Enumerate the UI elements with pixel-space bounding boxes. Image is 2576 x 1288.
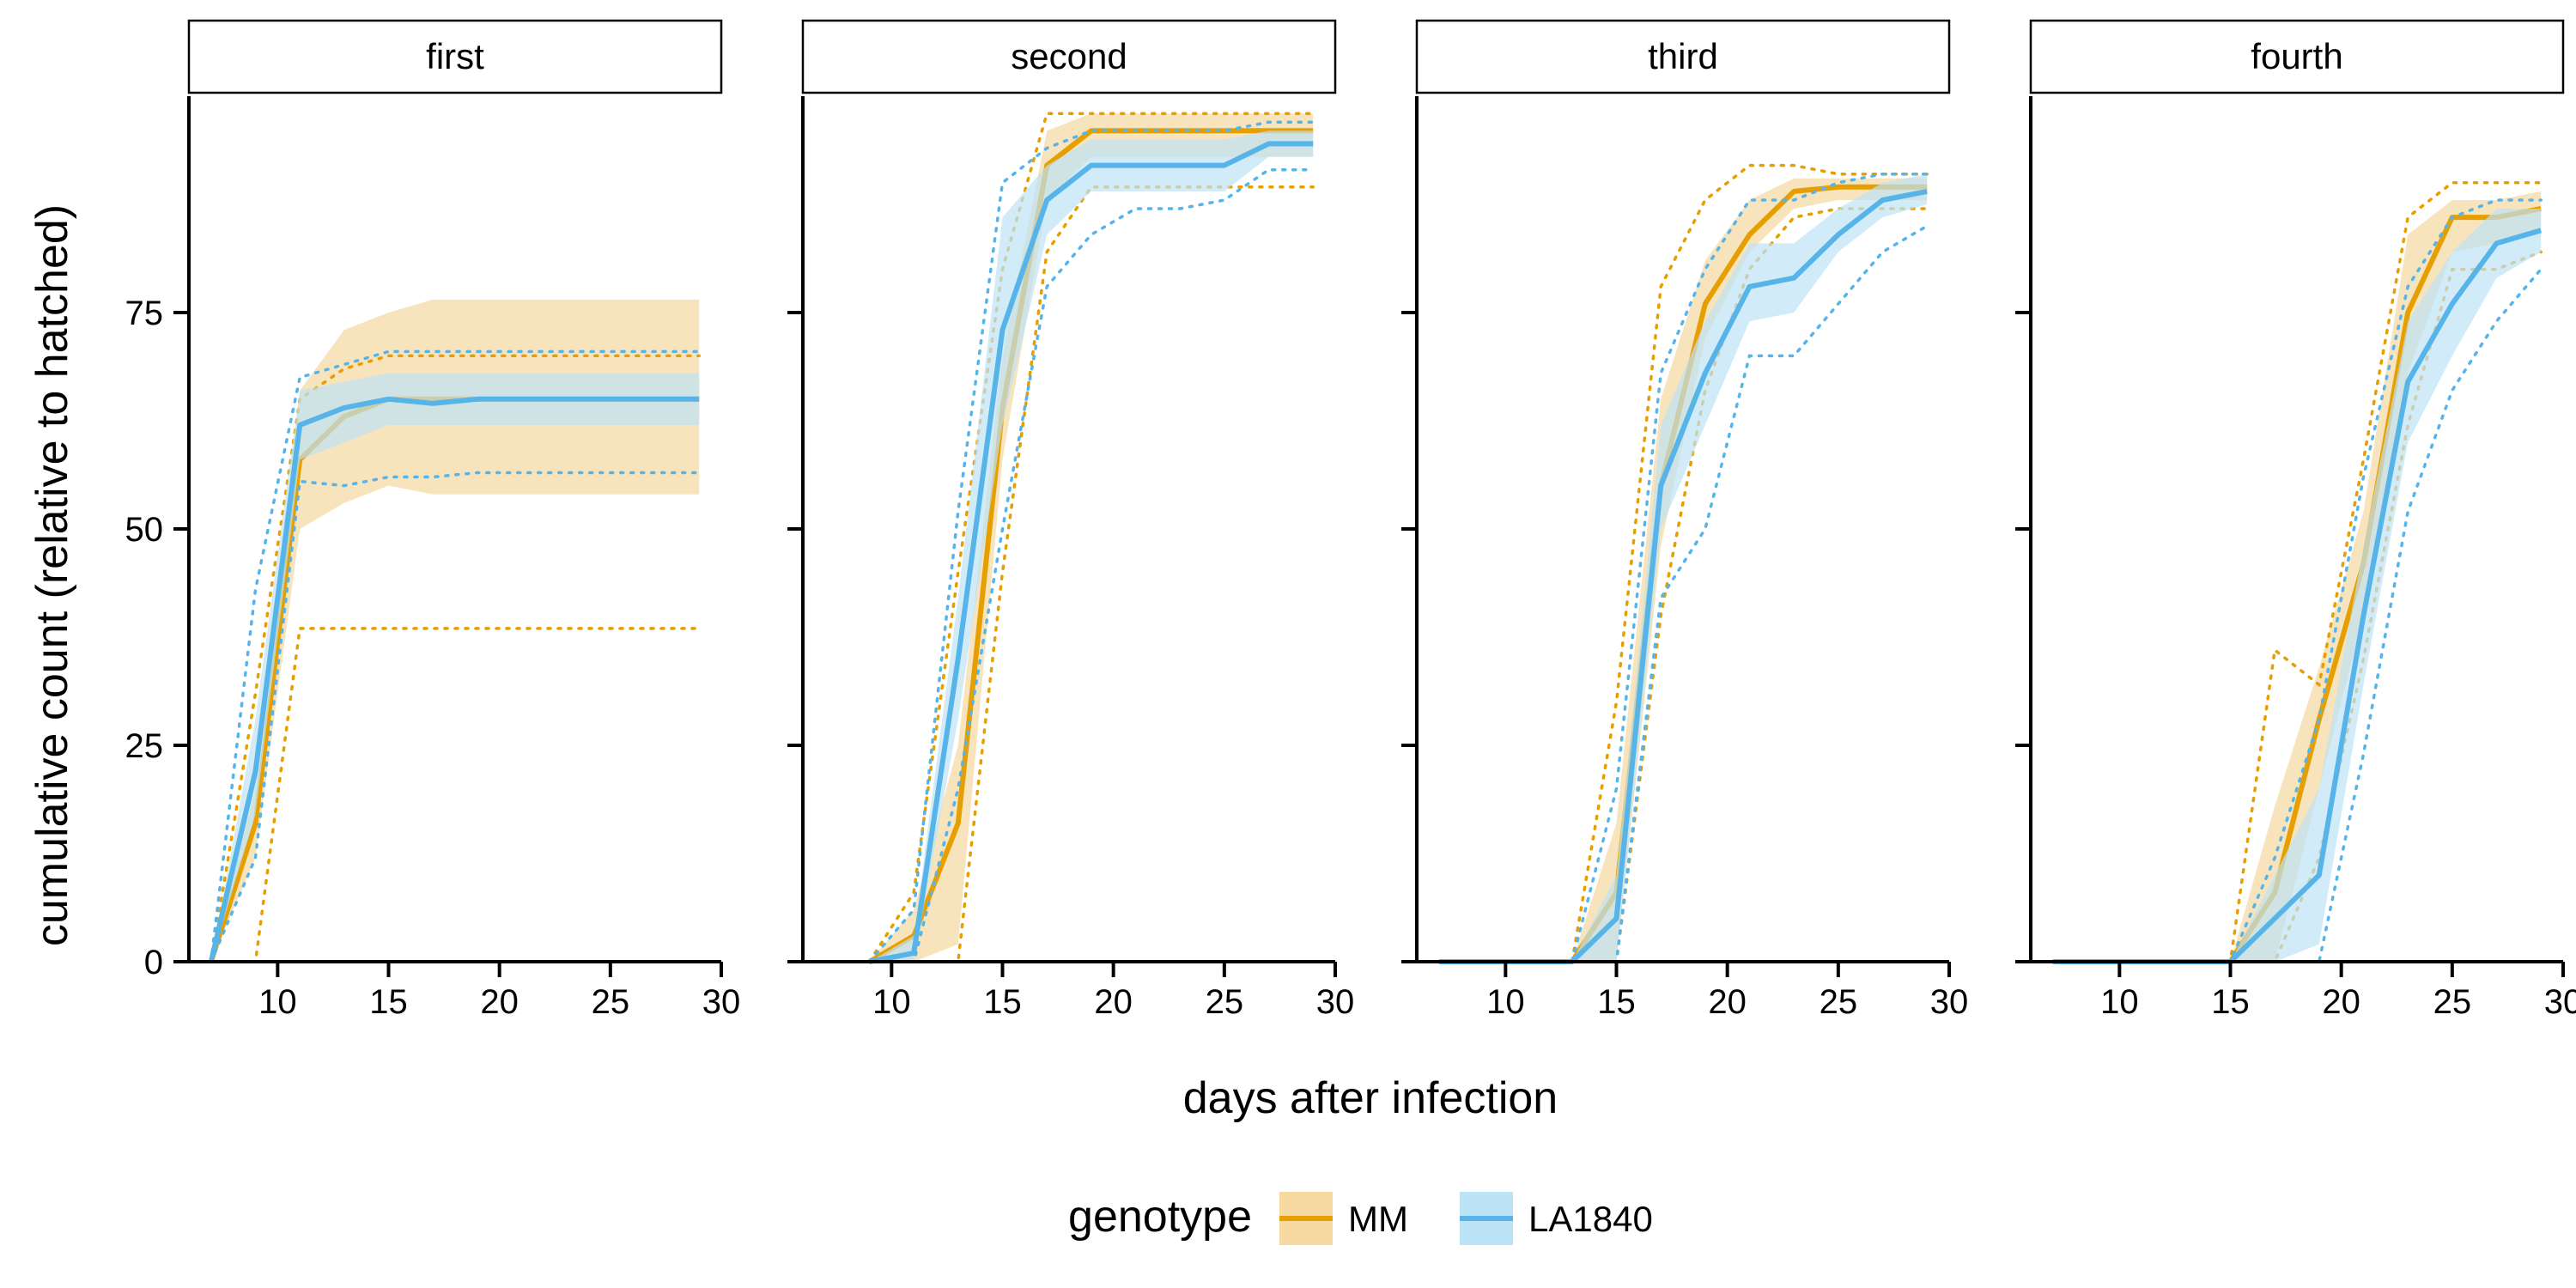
x-axis-title: days after infection	[1183, 1073, 1558, 1123]
series-MM	[1437, 163, 1929, 964]
range-min-line	[210, 627, 701, 963]
strip-label: fourth	[2251, 36, 2342, 76]
y-tick-label: 0	[144, 944, 163, 981]
legend-entry-MM: MM	[1279, 1192, 1408, 1245]
x-tick-label: 25	[2433, 983, 2472, 1021]
x-tick-label: 30	[702, 983, 741, 1021]
strip-box	[2029, 19, 2565, 94]
x-tick-label: 20	[1094, 983, 1133, 1021]
panel-fourth: fourth 10 15 20 25 30	[2015, 19, 2576, 1021]
x-tick-label: 30	[1930, 983, 1969, 1021]
strip-label: second	[1011, 36, 1127, 76]
series-LA1840	[208, 349, 701, 963]
series-LA1840	[2051, 198, 2543, 964]
range-max-line	[1437, 163, 1929, 963]
range-min-line	[210, 471, 701, 963]
x-tick-label: 20	[480, 983, 519, 1021]
x-tick-label: 15	[2211, 983, 2250, 1021]
x-tick-label: 20	[2322, 983, 2360, 1021]
strip-label: first	[426, 36, 484, 76]
series-LA1840	[867, 120, 1315, 964]
x-tick-label: 10	[1486, 983, 1525, 1021]
x-tick-label: 25	[1820, 983, 1858, 1021]
confidence-ribbon	[2052, 209, 2542, 962]
y-tick-label: 75	[125, 295, 164, 332]
legend-entry-LA1840: LA1840	[1460, 1192, 1653, 1245]
y-tick-label: 25	[125, 727, 164, 765]
x-tick-label: 10	[872, 983, 911, 1021]
y-tick-label: 50	[125, 511, 164, 549]
series-LA1840	[1437, 172, 1929, 964]
range-min-line	[867, 167, 1315, 963]
strip-label: third	[1648, 36, 1718, 76]
x-tick-label: 25	[592, 983, 630, 1021]
confidence-ribbon	[1438, 173, 1928, 962]
mean-line	[867, 128, 1314, 964]
range-max-line	[867, 120, 1315, 963]
y-axis-title: cumulative count (relative to hatched)	[27, 204, 77, 946]
x-tick-label: 20	[1708, 983, 1747, 1021]
strip-box	[801, 19, 1337, 94]
panel-third: third 10 15 20 25 30	[1401, 19, 1969, 1021]
strip-box	[1415, 19, 1951, 94]
legend-entries: MM LA1840	[1279, 1192, 1653, 1245]
x-tick-label: 15	[369, 983, 408, 1021]
mean-line	[868, 141, 1314, 964]
mean-line	[1438, 184, 1928, 964]
x-tick-label: 15	[983, 983, 1022, 1021]
x-tick-label: 25	[1206, 983, 1244, 1021]
x-tick-label: 15	[1597, 983, 1636, 1021]
legend: genotype MM LA1840	[1068, 1192, 1653, 1245]
x-tick-label: 30	[1316, 983, 1355, 1021]
panel-second: second 10 15 20 25 30	[787, 19, 1355, 1021]
legend-label: MM	[1348, 1199, 1408, 1239]
range-max-line	[867, 112, 1315, 963]
confidence-ribbon	[869, 131, 1314, 963]
range-max-line	[210, 354, 701, 963]
confidence-ribbon	[1438, 178, 1928, 963]
panel-first: first 0 25 50 75 10 15 20 25 30	[125, 19, 741, 1021]
x-tick-label: 30	[2544, 983, 2576, 1021]
x-tick-label: 10	[258, 983, 297, 1021]
x-tick-label: 10	[2100, 983, 2139, 1021]
confidence-ribbon	[210, 299, 700, 962]
legend-title: genotype	[1068, 1192, 1252, 1242]
range-max-line	[1437, 172, 1929, 963]
legend-label: LA1840	[1528, 1199, 1653, 1239]
range-max-line	[210, 349, 701, 963]
mean-line	[208, 396, 700, 963]
mean-line	[1438, 188, 1928, 964]
strip-box	[187, 19, 723, 94]
